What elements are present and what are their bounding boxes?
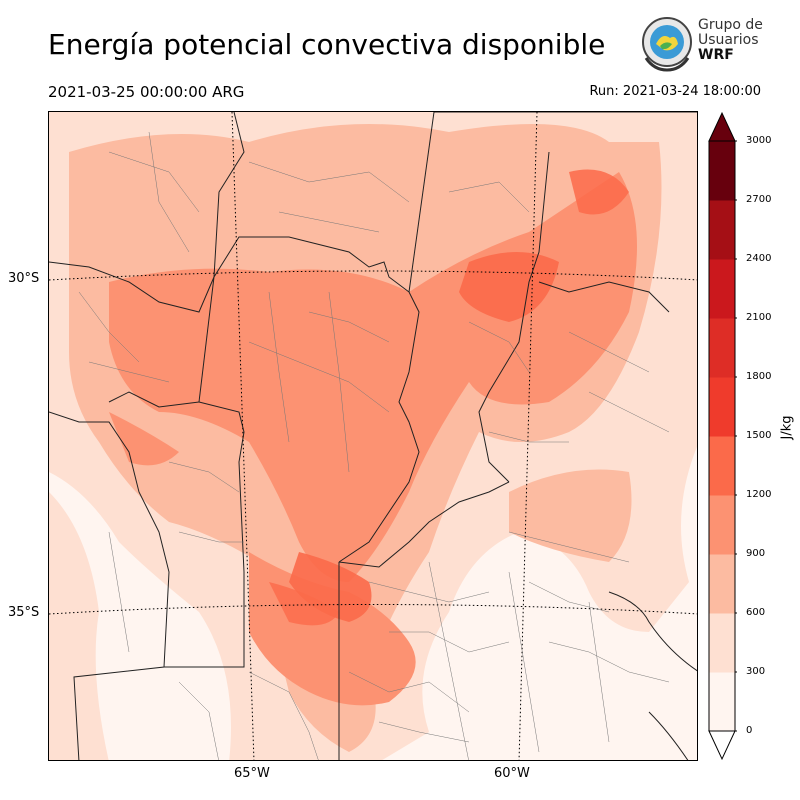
colorbar-tick-label: 3000	[746, 135, 772, 146]
logo-line1: Grupo de	[698, 17, 763, 33]
colorbar-tick-label: 0	[746, 725, 753, 736]
colorbar-tick-label: 1200	[746, 489, 772, 500]
colorbar-band	[709, 436, 735, 496]
colorbar-tick-label: 300	[746, 666, 766, 677]
colorbar-svg	[708, 111, 737, 761]
colorbar-tick-label: 2100	[746, 312, 772, 323]
colorbar-band	[709, 141, 735, 201]
run-time: Run: 2021-03-24 18:00:00	[589, 84, 761, 99]
valid-time: 2021-03-25 00:00:00 ARG	[48, 83, 245, 101]
colorbar-band	[709, 495, 735, 555]
logo-emblem-icon	[642, 17, 692, 72]
lon-label-60w: 60°W	[494, 766, 530, 781]
lat-label-35s: 35°S	[8, 605, 40, 620]
colorbar-tick-label: 600	[746, 607, 766, 618]
cape-map	[48, 111, 698, 761]
lon-label-65w: 65°W	[234, 766, 270, 781]
colorbar-band	[709, 318, 735, 378]
cape-field-svg	[49, 112, 697, 760]
grupo-wrf-logo: Grupo de Usuarios WRF	[638, 14, 768, 74]
colorbar-tick-label: 1500	[746, 430, 772, 441]
colorbar-band	[709, 613, 735, 673]
colorbar-band	[709, 200, 735, 260]
colorbar-band	[709, 554, 735, 614]
colorbar-band	[709, 672, 735, 732]
colorbar-tick-label: 2400	[746, 253, 772, 264]
logo-line3: WRF	[698, 47, 734, 63]
map-title: Energía potencial convectiva disponible	[48, 28, 606, 61]
colorbar-tick-label: 1800	[746, 371, 772, 382]
colorbar-unit: J/kg	[779, 415, 795, 440]
colorbar-band	[709, 377, 735, 437]
colorbar-tick-label: 900	[746, 548, 766, 559]
colorbar-extend-max	[708, 111, 736, 142]
colorbar-tick-label: 2700	[746, 194, 772, 205]
logo-line2: Usuarios	[698, 32, 759, 48]
colorbar-extend-min	[708, 730, 736, 761]
colorbar	[707, 111, 737, 761]
colorbar-band	[709, 259, 735, 319]
lat-label-30s: 30°S	[8, 271, 40, 286]
